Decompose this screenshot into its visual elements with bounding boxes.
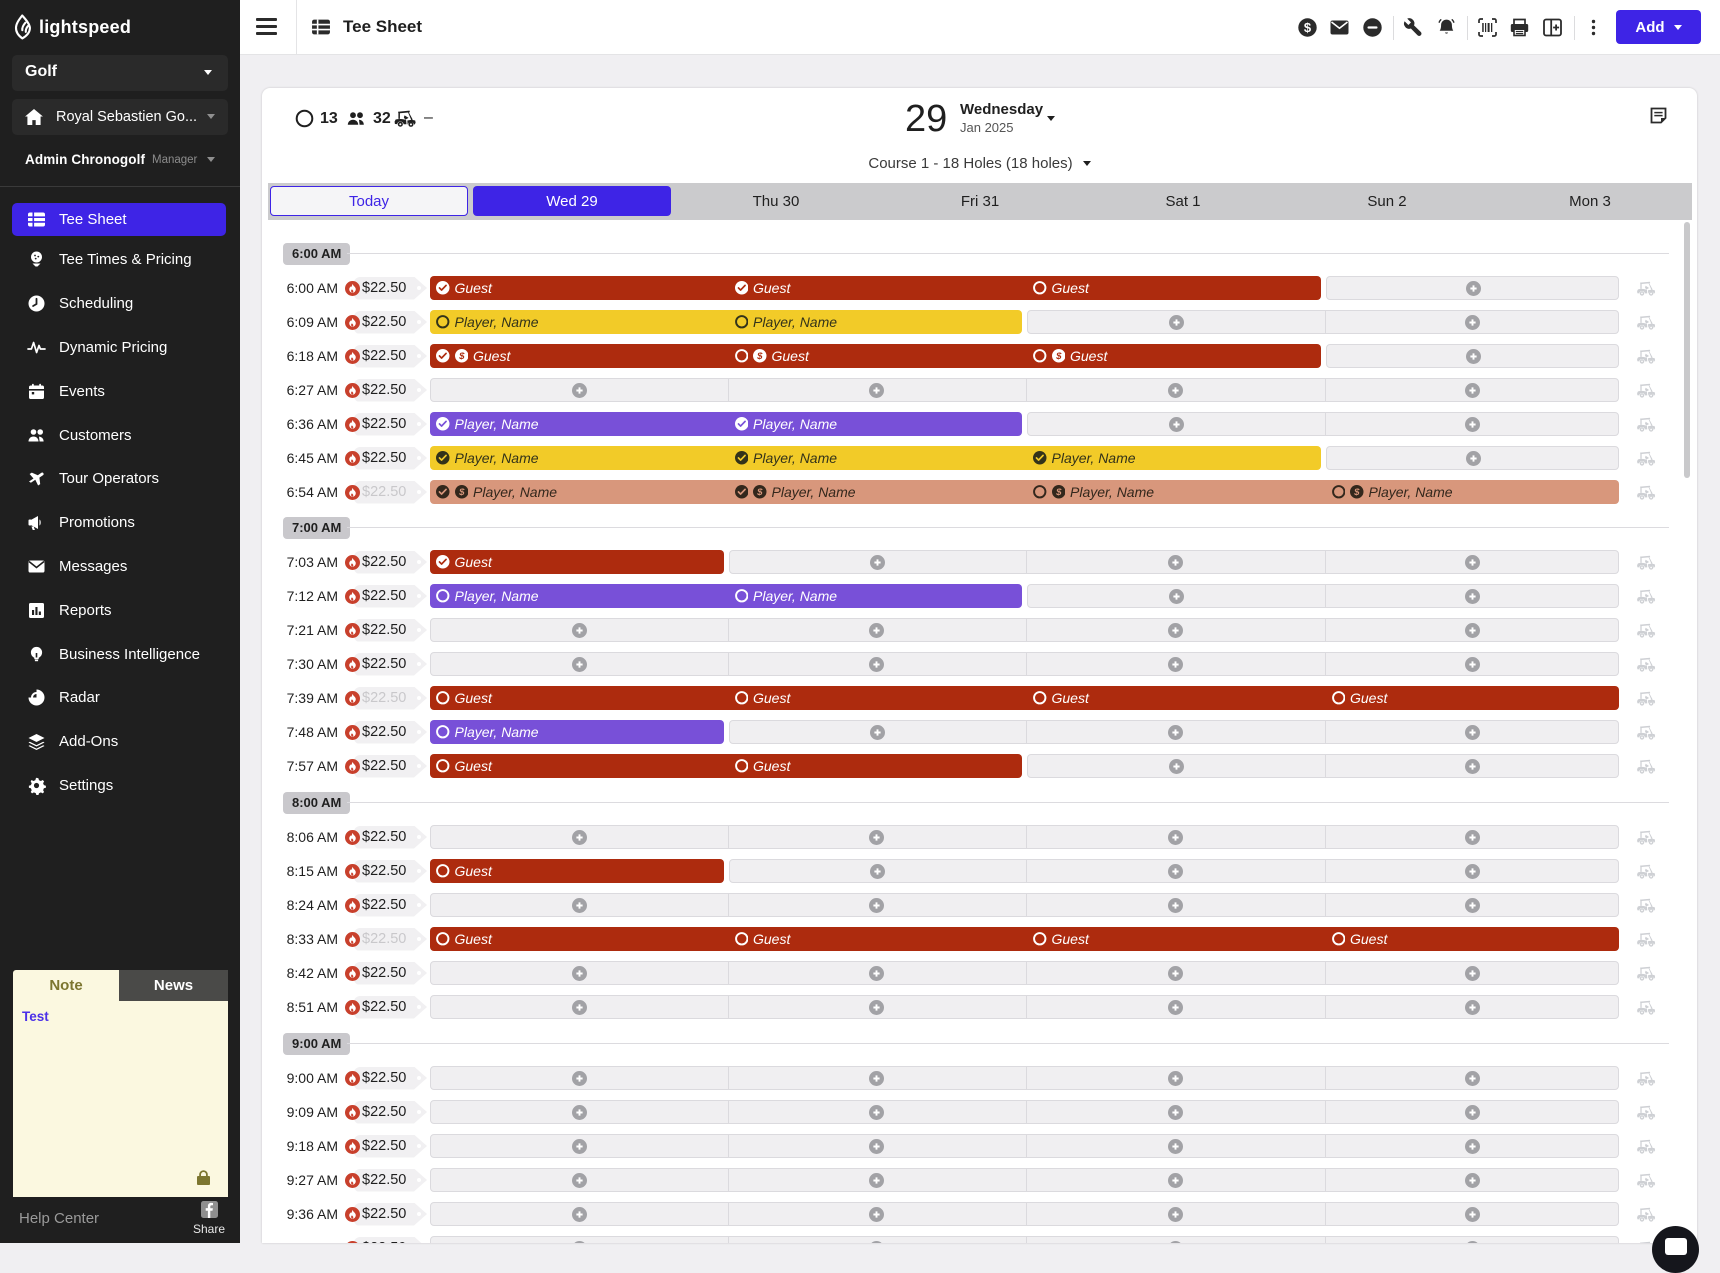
svg-text:$: $ [756, 351, 763, 362]
svg-text:$: $ [1353, 487, 1360, 498]
svg-text:$: $ [1055, 351, 1062, 362]
svg-text:$: $ [756, 487, 763, 498]
svg-text:$: $ [458, 487, 465, 498]
svg-text:$: $ [1304, 20, 1312, 35]
svg-text:$: $ [1055, 487, 1062, 498]
svg-text:$: $ [458, 351, 465, 362]
